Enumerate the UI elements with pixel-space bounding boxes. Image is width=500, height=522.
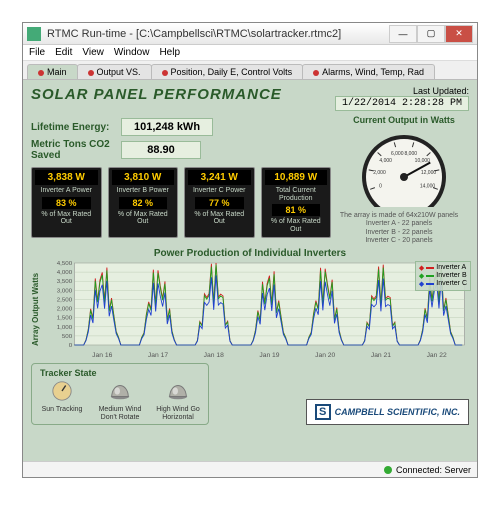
inverter-pct-0: 83 % (42, 197, 91, 209)
window-title: RTMC Run-time - [C:\Campbellsci\RTMC\sol… (47, 28, 389, 40)
tracker-title: Tracker State (40, 368, 200, 378)
svg-text:Jan 16: Jan 16 (92, 352, 113, 359)
svg-text:0: 0 (379, 184, 382, 190)
svg-text:4,000: 4,000 (379, 158, 392, 164)
tab-3[interactable]: Alarms, Wind, Temp, Rad (302, 64, 435, 79)
app-icon (27, 27, 41, 41)
last-updated-label: Last Updated: (335, 86, 469, 96)
tab-strip: MainOutput VS.Position, Daily E, Control… (23, 61, 477, 80)
maximize-button[interactable]: ▢ (417, 25, 445, 43)
svg-text:6,000: 6,000 (391, 151, 404, 157)
svg-text:14,000: 14,000 (420, 184, 436, 190)
svg-text:Jan 21: Jan 21 (371, 352, 392, 359)
svg-text:0: 0 (69, 343, 73, 349)
svg-text:500: 500 (62, 334, 73, 340)
status-text: Connected: Server (396, 465, 471, 475)
tracker-state-2[interactable]: High Wind Go Horizontal (156, 380, 200, 422)
svg-text:2,000: 2,000 (373, 170, 386, 176)
inverter-card-3: 10,889 W Total Current Production 81 % %… (261, 167, 332, 238)
svg-text:Jan 22: Jan 22 (427, 352, 448, 359)
titlebar: RTMC Run-time - [C:\Campbellsci\RTMC\sol… (23, 23, 477, 45)
svg-text:Jan 20: Jan 20 (315, 352, 336, 359)
svg-text:1,500: 1,500 (57, 315, 73, 321)
svg-text:4,500: 4,500 (57, 261, 73, 267)
menu-edit[interactable]: Edit (55, 47, 72, 58)
inverter-power-2: 3,241 W (188, 170, 251, 185)
tracker-state-0[interactable]: Sun Tracking (40, 380, 84, 422)
inverter-name-0: Inverter A Power (34, 186, 99, 196)
metrics-block: Lifetime Energy: 101,248 kWh Metric Tons… (31, 115, 331, 246)
inverter-pctlab-0: % of Max Rated Out (34, 210, 99, 227)
inverter-power-3: 10,889 W (265, 170, 328, 185)
inverter-pct-2: 77 % (195, 197, 244, 209)
lifetime-energy-label: Lifetime Energy: (31, 122, 121, 133)
menu-window[interactable]: Window (114, 47, 150, 58)
inverter-card-2: 3,241 W Inverter C Power 77 % % of Max R… (184, 167, 255, 238)
inverter-pct-1: 82 % (119, 197, 168, 209)
inverter-name-2: Inverter C Power (187, 186, 252, 196)
chart-ylabel: Array Output Watts (31, 259, 43, 359)
inverter-name-3: Total Current Production (264, 186, 329, 203)
vendor-logo: S CAMPBELL SCIENTIFIC, INC. (306, 399, 469, 425)
svg-text:4,000: 4,000 (57, 270, 73, 276)
last-updated-value: 1/22/2014 2:28:28 PM (335, 96, 469, 111)
inverter-pctlab-2: % of Max Rated Out (187, 210, 252, 227)
inverter-pctlab-3: % of Max Rated Out (264, 217, 329, 234)
svg-text:3,500: 3,500 (57, 279, 73, 285)
tab-0[interactable]: Main (27, 64, 78, 79)
inverter-pct-3: 81 % (272, 204, 321, 216)
menu-help[interactable]: Help (159, 47, 180, 58)
array-info: The array is made of 64x210W panelsInver… (339, 212, 459, 246)
svg-text:2,000: 2,000 (57, 306, 73, 312)
chart-legend: ◆Inverter A◆Inverter B◆Inverter C (415, 261, 471, 291)
menu-file[interactable]: File (29, 47, 45, 58)
output-gauge: 02,0004,0006,0008,00010,00012,00014,000 (354, 127, 454, 207)
inverter-power-0: 3,838 W (35, 170, 98, 185)
tab-1[interactable]: Output VS. (77, 64, 152, 79)
inverter-name-1: Inverter B Power (111, 186, 176, 196)
svg-text:2,500: 2,500 (57, 297, 73, 303)
inverter-power-1: 3,810 W (112, 170, 175, 185)
menubar: File Edit View Window Help (23, 45, 477, 61)
co2-value: 88.90 (121, 141, 201, 159)
lifetime-energy-value: 101,248 kWh (121, 118, 213, 136)
svg-text:Jan 17: Jan 17 (148, 352, 169, 359)
svg-text:Jan 19: Jan 19 (259, 352, 280, 359)
chart-title: Power Production of Individual Inverters (31, 248, 469, 259)
co2-label: Metric Tons CO2 Saved (31, 139, 121, 161)
inverter-pctlab-1: % of Max Rated Out (111, 210, 176, 227)
main-panel: SOLAR PANEL PERFORMANCE Last Updated: 1/… (23, 80, 477, 461)
svg-text:Jan 18: Jan 18 (204, 352, 225, 359)
inverter-card-0: 3,838 W Inverter A Power 83 % % of Max R… (31, 167, 102, 238)
minimize-button[interactable]: — (389, 25, 417, 43)
gauge-label: Current Output in Watts (339, 115, 469, 125)
app-window: RTMC Run-time - [C:\Campbellsci\RTMC\sol… (22, 22, 478, 478)
svg-text:12,000: 12,000 (421, 170, 437, 176)
close-button[interactable]: ✕ (445, 25, 473, 43)
svg-text:3,000: 3,000 (57, 288, 73, 294)
production-chart: 0 500 1,000 1,500 2,000 2,500 3,000 3,500 4,000 4… (43, 259, 469, 359)
svg-text:1,000: 1,000 (57, 325, 73, 331)
logo-text: CAMPBELL SCIENTIFIC, INC. (335, 407, 460, 417)
logo-mark: S (315, 404, 331, 420)
inverter-card-1: 3,810 W Inverter B Power 82 % % of Max R… (108, 167, 179, 238)
statusbar: Connected: Server (23, 461, 477, 477)
page-title: SOLAR PANEL PERFORMANCE (31, 86, 282, 111)
menu-view[interactable]: View (82, 47, 104, 58)
tracker-state-1[interactable]: Medium Wind Don't Rotate (98, 380, 142, 422)
tracker-panel: Tracker State Sun Tracking Medium Wind Do… (31, 363, 209, 425)
tab-2[interactable]: Position, Daily E, Control Volts (151, 64, 304, 79)
connection-indicator-icon (384, 466, 392, 474)
svg-text:8,000: 8,000 (405, 151, 418, 157)
